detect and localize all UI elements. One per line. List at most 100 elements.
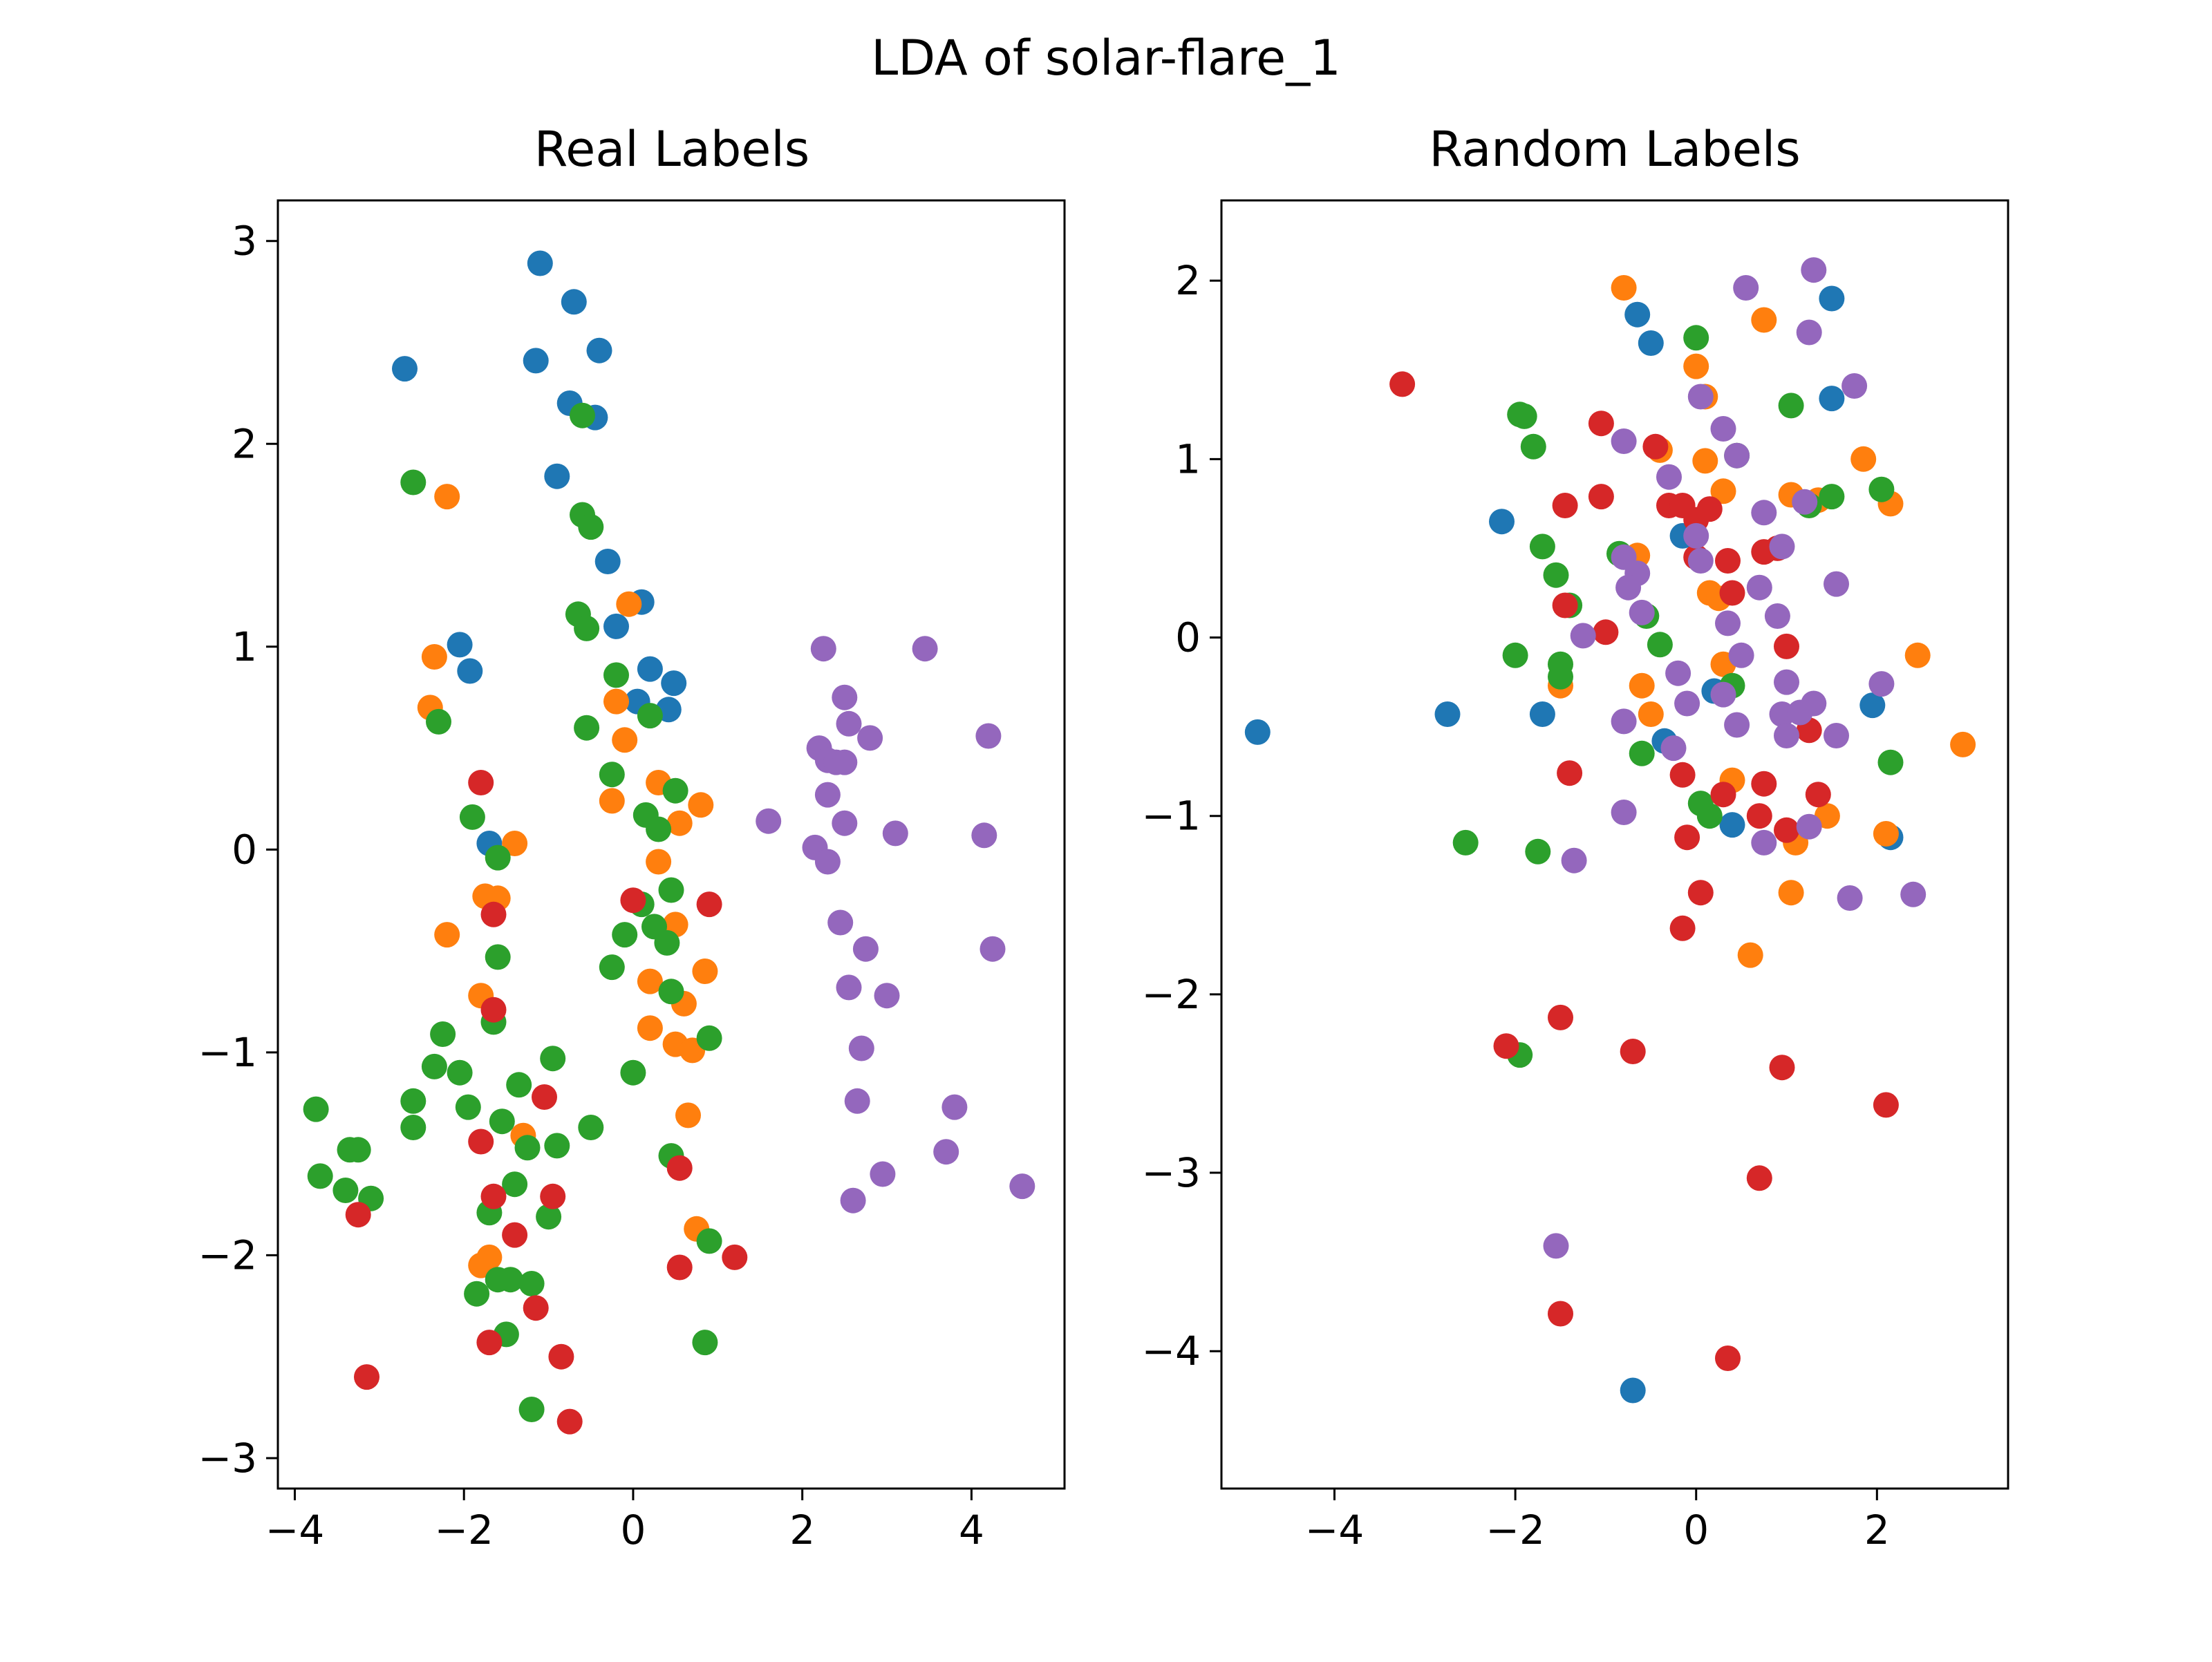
real-labels-ytick-label: −3 — [198, 1435, 258, 1482]
figure-title: LDA of solar-flare_1 — [871, 30, 1341, 86]
real-labels-point-s2-31 — [506, 1072, 532, 1098]
random-labels-point-s2-23 — [1452, 829, 1479, 856]
real-labels-point-s2-1 — [400, 469, 427, 495]
real-labels-point-s1-20 — [637, 1015, 663, 1041]
real-labels-point-s0-8 — [594, 549, 621, 574]
random-labels-point-s4-6 — [1611, 428, 1637, 454]
real-labels-point-s0-14 — [661, 670, 687, 697]
random-labels-point-s4-29 — [1674, 690, 1700, 717]
random-labels-point-s4-23 — [1728, 642, 1754, 668]
real-labels-point-s4-14 — [971, 822, 997, 849]
random-labels-point-s0-10 — [1859, 692, 1886, 719]
real-labels-point-s4-23 — [844, 1088, 870, 1114]
random-labels-point-s3-18 — [1669, 762, 1696, 788]
real-labels-point-s2-19 — [612, 922, 638, 948]
real-labels-point-s1-5 — [612, 727, 638, 753]
real-labels-point-s0-2 — [586, 337, 612, 363]
subplot-title-real-labels: Real Labels — [534, 121, 809, 178]
subplot-real-labels: Real Labels −4 −2 0 2 4 −3 −2 −1 0 1 2 3 — [198, 121, 1066, 1554]
random-labels-point-s3-30 — [1620, 1039, 1646, 1064]
real-labels-point-s3-8 — [540, 1183, 566, 1209]
real-labels-xtick-label: −4 — [265, 1507, 325, 1554]
random-labels-point-s3-20 — [1751, 771, 1777, 797]
real-labels-point-s3-2 — [620, 887, 646, 914]
real-labels-point-s2-28 — [421, 1053, 447, 1079]
real-labels-point-s0-0 — [527, 250, 553, 276]
random-labels-point-s3-19 — [1710, 782, 1736, 808]
random-labels-point-s4-38 — [1796, 813, 1822, 840]
real-labels-point-s2-41 — [544, 1133, 570, 1159]
real-labels-point-s3-0 — [468, 770, 494, 795]
real-labels-point-s4-1 — [912, 636, 938, 662]
real-labels-point-s1-17 — [692, 959, 718, 984]
random-labels-xtick-label: 0 — [1683, 1507, 1709, 1554]
real-labels-point-s3-1 — [480, 901, 507, 927]
random-labels-point-s0-0 — [1624, 301, 1651, 328]
random-labels-point-s3-13 — [1719, 580, 1745, 606]
real-labels-point-s2-22 — [599, 954, 625, 981]
real-labels-point-s2-7 — [426, 708, 451, 735]
real-labels-point-s2-20 — [654, 929, 680, 956]
real-labels-point-s4-27 — [1009, 1173, 1035, 1200]
random-labels-point-s4-21 — [1715, 610, 1741, 636]
real-labels-point-s2-32 — [400, 1088, 427, 1114]
real-labels-point-s4-5 — [975, 723, 1002, 749]
random-labels-point-s4-7 — [1724, 442, 1750, 469]
random-labels-xtick-label: 2 — [1864, 1507, 1890, 1554]
random-labels-point-s2-24 — [1525, 838, 1551, 865]
real-labels-point-s1-23 — [675, 1102, 701, 1129]
real-labels-point-s0-3 — [392, 356, 418, 382]
real-labels-point-s0-4 — [523, 348, 549, 374]
real-labels-point-s2-50 — [464, 1281, 490, 1307]
real-labels-point-s2-14 — [459, 804, 485, 830]
random-labels-point-s0-3 — [1819, 386, 1845, 412]
real-labels-point-s4-18 — [852, 936, 879, 962]
real-labels-point-s3-6 — [468, 1129, 494, 1155]
real-labels-point-s0-12 — [457, 658, 483, 684]
random-labels-point-s2-4 — [1520, 433, 1546, 460]
real-labels-point-s3-17 — [354, 1364, 379, 1390]
real-labels-point-s1-16 — [637, 968, 663, 994]
real-labels-point-s0-10 — [603, 613, 629, 639]
random-labels-point-s1-18 — [1904, 642, 1931, 668]
real-labels-point-s2-48 — [536, 1204, 562, 1230]
real-labels-point-s2-29 — [447, 1059, 473, 1086]
random-labels-point-s4-34 — [1774, 723, 1799, 748]
random-labels-point-s0-8 — [1529, 701, 1555, 727]
random-labels-point-s1-23 — [1778, 880, 1804, 906]
random-labels-point-s0-2 — [1819, 285, 1845, 312]
random-labels-point-s1-2 — [1683, 353, 1709, 379]
random-labels-point-s4-20 — [1764, 603, 1790, 629]
real-labels-point-s4-13 — [882, 820, 908, 847]
real-labels-point-s2-36 — [400, 1115, 427, 1140]
real-labels-point-s4-22 — [848, 1035, 874, 1061]
random-labels-point-s3-34 — [1548, 1301, 1573, 1327]
random-labels-point-s2-7 — [1819, 484, 1845, 510]
random-labels-axes-frame — [1220, 199, 2009, 1490]
random-labels-xtick-label: −4 — [1305, 1507, 1365, 1554]
random-labels-point-s0-6 — [1244, 719, 1271, 745]
random-labels-point-s4-10 — [1751, 500, 1777, 526]
random-labels-point-s4-35 — [1824, 723, 1849, 748]
random-labels-point-s4-43 — [1543, 1233, 1569, 1259]
random-labels-point-s4-5 — [1710, 416, 1736, 442]
real-labels-xtick-label: 0 — [620, 1507, 646, 1554]
random-labels-point-s4-2 — [1796, 319, 1822, 346]
real-labels-ytick-label: 1 — [232, 623, 257, 670]
real-labels-point-s0-13 — [637, 656, 663, 682]
random-labels-point-s4-22 — [1570, 623, 1596, 649]
random-labels-point-s4-24 — [1665, 660, 1691, 686]
real-labels-point-s2-52 — [498, 1267, 523, 1293]
real-labels-point-s3-13 — [722, 1244, 748, 1270]
real-labels-point-s0-7 — [544, 463, 570, 489]
random-labels-point-s3-25 — [1674, 824, 1700, 851]
real-labels-point-s3-12 — [666, 1254, 693, 1281]
real-labels-point-s2-16 — [658, 877, 684, 903]
real-labels-point-s1-11 — [646, 849, 672, 875]
real-labels-point-s1-0 — [434, 484, 460, 510]
random-labels-point-s2-17 — [1548, 663, 1573, 690]
random-labels-point-s2-22 — [1696, 803, 1723, 829]
real-labels-point-s3-10 — [502, 1222, 528, 1248]
real-labels-point-s4-3 — [836, 710, 862, 737]
